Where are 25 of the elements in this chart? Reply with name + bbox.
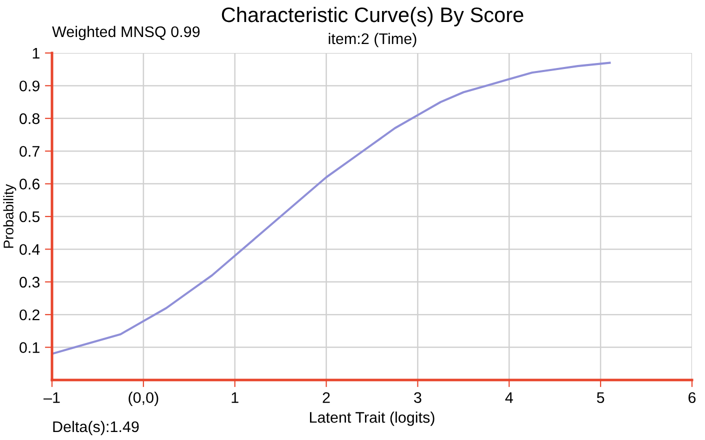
x-axis-title: Latent Trait (logits)	[310, 412, 434, 426]
text: Delta(s):1.49	[53, 420, 139, 436]
y-tick-label: 0.9	[20, 80, 40, 92]
x-tick-label: 2	[322, 392, 330, 403]
y-tick-label: 0.6	[20, 178, 40, 190]
x-tick-label: 4	[505, 392, 513, 403]
y-tick-label: 0.8	[20, 113, 40, 124]
x-tick-label: (0,0)	[128, 392, 158, 406]
y-tick-label: 0.3	[20, 276, 40, 288]
y-axis-title: Probability	[3, 184, 16, 248]
x-tick-label: 3	[414, 392, 422, 404]
x-tick-label: 1	[232, 392, 238, 403]
y-tick-label: 0.1	[20, 342, 40, 353]
y-tick-label: 0.4	[20, 244, 40, 255]
x-tick-label: 5	[596, 392, 604, 404]
x-tick-label: –1	[44, 392, 60, 403]
chart-title: Characteristic Curve(s) By Score	[222, 6, 524, 26]
y-tick-label: 1	[32, 48, 40, 59]
y-tick-label: 0.5	[20, 211, 40, 222]
x-tick-label: 6	[688, 392, 696, 404]
text: Weighted MNSQ 0.99	[52, 26, 200, 40]
chart-subtitle: item:2 (Time)	[328, 32, 416, 48]
y-tick-label: 0.2	[20, 309, 40, 320]
line-series	[52, 62, 611, 355]
y-tick-label: 0.7	[20, 146, 40, 157]
